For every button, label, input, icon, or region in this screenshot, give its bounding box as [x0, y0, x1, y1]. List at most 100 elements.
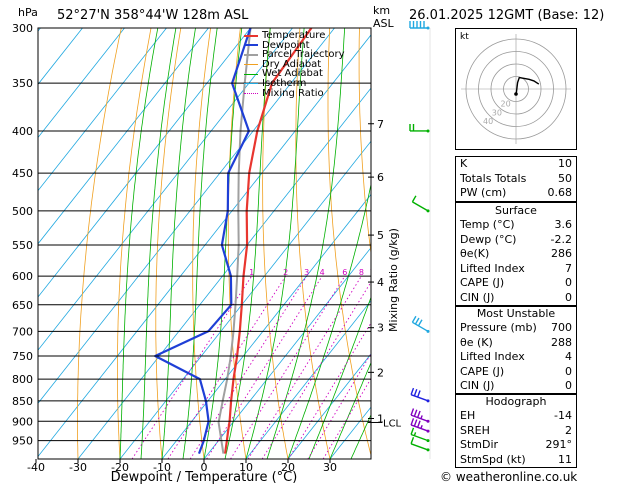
wind-barb [409, 21, 430, 30]
wind-barb [411, 195, 430, 213]
legend-item-isotherm: Isotherm [244, 79, 345, 89]
surface-title: Surface [495, 204, 537, 217]
hodograph-panel: kt 40 30 20 [455, 28, 577, 150]
mixing-ratio-label: 4 [320, 268, 325, 277]
datetime-title: 26.01.2025 12GMT (Base: 12) [409, 8, 605, 23]
wind-barb [411, 315, 430, 333]
dry-adiabat-line [358, 28, 371, 257]
mixing-ratio-label: 20 [412, 268, 422, 277]
pressure-tick-label: 700 [12, 325, 33, 338]
mixing-ratio-line [230, 275, 346, 459]
hodograph-row: StmDir 291° [460, 438, 572, 452]
km-tick-label: 3 [377, 322, 384, 335]
wind-barb [410, 418, 430, 433]
most-unstable-table: Most Unstable Pressure (mb) 700 θe (K) 288… [455, 305, 577, 395]
mixing-ratio-label: 8 [359, 268, 364, 277]
dry-adiabat-line [155, 28, 182, 459]
km-tick-label: 7 [377, 118, 384, 131]
isotherm-line [119, 140, 371, 459]
pressure-tick-label: 600 [12, 270, 33, 283]
surface-row: Dewp (°C) -2.2 [460, 232, 572, 246]
temp-tick-label: 10 [239, 461, 253, 474]
mixing-ratio-label: 10 [370, 268, 380, 277]
pressure-tick-label: 650 [12, 299, 33, 312]
mixing-ratio-line [247, 275, 362, 459]
isotherm-line [77, 87, 371, 459]
most-unstable-row: CIN (J) 0 [460, 379, 572, 393]
wind-barb [410, 387, 430, 403]
pressure-tick-label: 550 [12, 239, 33, 252]
mixing-ratio-axis-label: Mixing Ratio (g/kg) [387, 228, 400, 332]
most-unstable-row: Pressure (mb) 700 [460, 321, 572, 334]
wet-adiabat-line [182, 28, 218, 459]
location-title: 52°27'N 358°44'W 128m ASL [57, 8, 249, 23]
isotherm-line [38, 28, 335, 404]
wet-adiabat-line [119, 28, 159, 459]
isotherm-line [245, 300, 371, 459]
index-row-pw: PW (cm) 0.68 [460, 186, 572, 200]
mixing-ratio-line [167, 275, 287, 459]
parcel-trajectory-line [217, 28, 252, 454]
legend-item-wet-adiabat: Wet Adiabat [244, 69, 345, 79]
isotherm-line [161, 193, 371, 459]
mixing-ratio-label: 2 [283, 268, 288, 277]
wet-adiabat-line [329, 361, 371, 459]
isotherm-line [38, 28, 125, 139]
temp-tick-label: -30 [69, 461, 87, 474]
hodograph-title: Hodograph [485, 395, 547, 408]
km-tick-label: 6 [377, 171, 384, 184]
hodograph-row: StmSpd (kt) 11 [460, 452, 572, 466]
wind-barb [410, 427, 430, 443]
surface-row: Temp (°C) 3.6 [460, 218, 572, 231]
surface-row: θe(K) 286 [460, 247, 572, 261]
pressure-tick-label: 350 [12, 77, 33, 90]
isotherm-line [38, 34, 371, 458]
temp-tick-label: 0 [201, 461, 208, 474]
temp-tick-label: -20 [111, 461, 129, 474]
hodograph-ring-label: 40 [483, 117, 493, 126]
isotherm-line [287, 353, 371, 459]
most-unstable-row: Lifted Index 4 [460, 350, 572, 364]
index-row-totals: Totals Totals 50 [460, 171, 572, 185]
temp-tick-label: -40 [27, 461, 45, 474]
pressure-tick-label: 500 [12, 205, 33, 218]
km-tick-label: 4 [377, 276, 384, 289]
mixing-ratio-label: 6 [342, 268, 347, 277]
most-unstable-title: Most Unstable [476, 307, 556, 320]
surface-row: CIN (J) 0 [460, 290, 572, 304]
pressure-tick-label: 950 [12, 435, 33, 448]
surface-row: CAPE (J) 0 [460, 276, 572, 290]
pressure-tick-label: 300 [12, 22, 33, 35]
hodograph-unit-label: kt [460, 32, 469, 42]
isotherm-line [38, 28, 251, 298]
lcl-label: LCL [383, 418, 402, 429]
km-tick-label: 5 [377, 229, 384, 242]
indices-table: K 10 Totals Totals 50 PW (cm) 0.68 [455, 156, 577, 203]
pressure-tick-label: 450 [12, 167, 33, 180]
hodograph-trace [515, 76, 540, 96]
km-tick-label: 2 [377, 366, 384, 379]
temp-tick-label: -10 [153, 461, 171, 474]
pressure-tick-label: 850 [12, 395, 33, 408]
hodograph-row: EH -14 [460, 409, 572, 422]
hodograph-table: Hodograph EH -14 SREH 2 StmDir 291° StmSpd … [455, 393, 577, 469]
mixing-ratio-label: 25 [427, 268, 437, 277]
dry-adiabat-line [598, 28, 629, 459]
km-unit-label: km [373, 4, 391, 17]
hodograph-storm-marker [514, 92, 518, 96]
temp-tick-label: 20 [281, 461, 295, 474]
legend-item-dry-adiabat: Dry Adiabat [244, 59, 345, 70]
pressure-tick-label: 800 [12, 373, 33, 386]
isotherm-line [203, 246, 371, 459]
pressure-tick-label: 400 [12, 125, 33, 138]
hodograph-ring-label: 20 [501, 100, 511, 109]
mixing-ratio-line [131, 275, 253, 459]
surface-table: Surface Temp (°C) 3.6 Dewp (°C) -2.2 θe(K)… [455, 202, 577, 307]
mixing-ratio-line [189, 275, 308, 459]
legend-item-mixing-ratio: Mixing Ratio [244, 88, 345, 99]
legend: Temperature Dewpoint Parcel Trajectory D… [244, 31, 345, 98]
wind-barb [410, 436, 430, 452]
x-axis-label: Dewpoint / Temperature (°C) [111, 470, 298, 485]
